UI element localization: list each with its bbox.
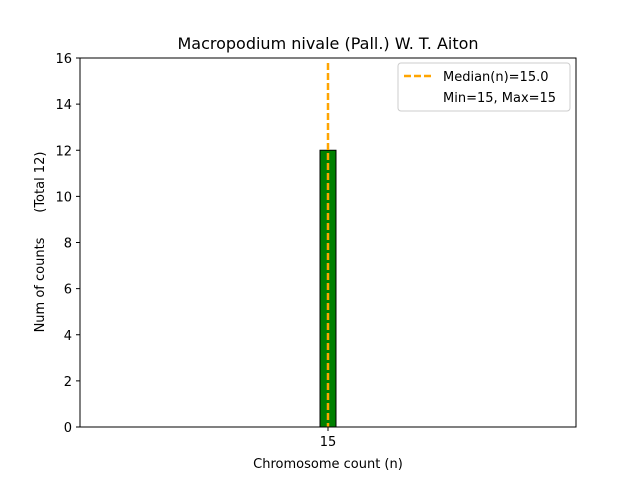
y-tick-label-2: 2 — [64, 375, 72, 390]
y-tick-label-16: 16 — [55, 52, 72, 67]
legend-box — [397, 62, 571, 112]
plot-area — [80, 63, 386, 428]
chart-title: Macropodium nivale (Pall.) W. T. Aiton — [177, 34, 478, 53]
x-axis-label: Chromosome count (n) — [253, 457, 403, 472]
y-tick-label-8: 8 — [64, 237, 72, 252]
y-tick-label-14: 14 — [55, 98, 72, 113]
y-axis-label: Num of counts (Total 12) — [33, 152, 48, 333]
y-tick-label-4: 4 — [64, 329, 72, 344]
legend: Median(n)=15.0 Min=15, Max=15 — [397, 62, 571, 112]
y-tick-label-12: 12 — [55, 144, 72, 159]
y-tick-label-0: 0 — [64, 421, 72, 436]
legend-median-label: Median(n)=15.0 — [443, 70, 549, 85]
x-tick-label-15: 15 — [320, 435, 337, 450]
legend-range-label: Min=15, Max=15 — [443, 91, 556, 106]
y-tick-label-6: 6 — [64, 283, 72, 298]
y-tick-label-10: 10 — [55, 190, 72, 205]
